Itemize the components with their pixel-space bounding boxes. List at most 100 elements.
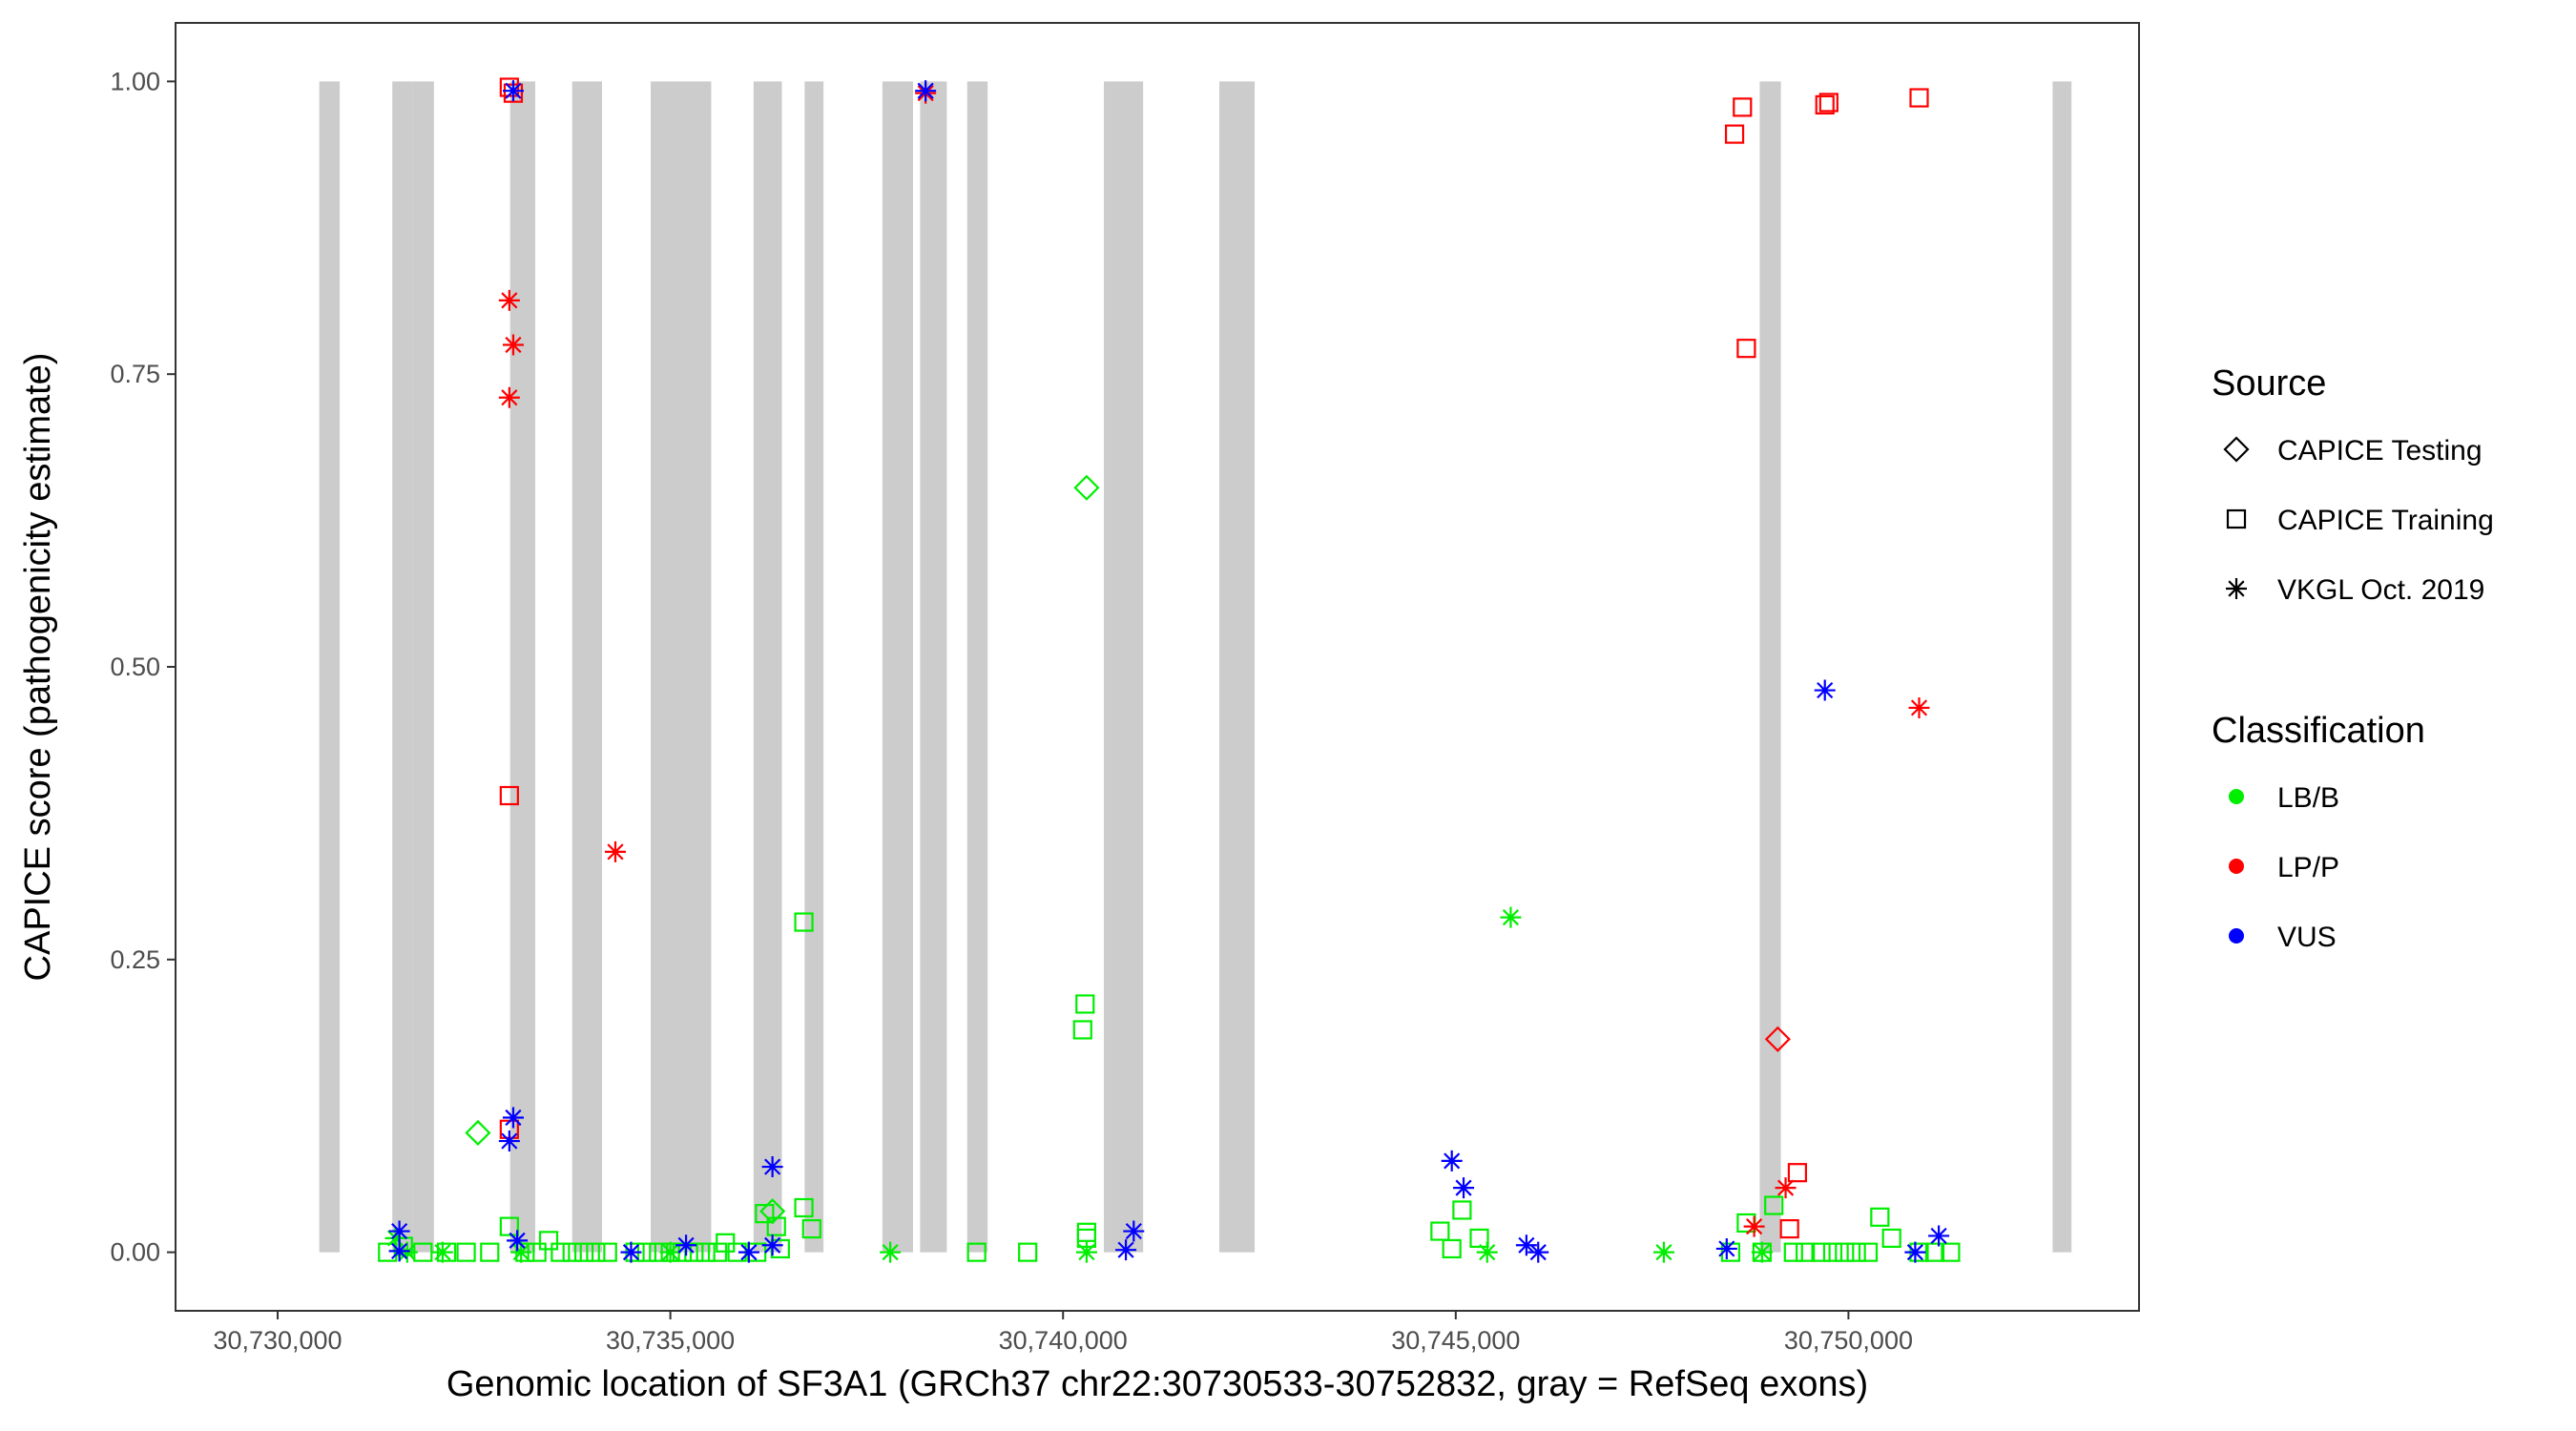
- data-point: [1751, 1241, 1773, 1263]
- data-point: [755, 1204, 775, 1224]
- x-axis-title: Genomic location of SF3A1 (GRCh37 chr22:…: [447, 1364, 1868, 1404]
- data-point: [1908, 696, 1930, 718]
- legend-key-dot: [2229, 928, 2244, 944]
- data-point: [1764, 1195, 1784, 1215]
- data-point: [737, 1241, 759, 1263]
- data-point: [1870, 1207, 1890, 1227]
- data-point: [1743, 1215, 1765, 1237]
- data-point: [538, 1231, 559, 1251]
- data-point: [499, 785, 519, 806]
- data-point: [1452, 1200, 1472, 1220]
- data-point: [510, 1241, 532, 1263]
- exon-band: [920, 81, 947, 1253]
- y-tick-label: 0.50: [110, 653, 160, 681]
- data-point: [1430, 1221, 1450, 1241]
- data-point: [1075, 994, 1095, 1014]
- x-tick-label: 30,735,000: [606, 1326, 735, 1355]
- data-point: [480, 1242, 500, 1262]
- legend-key-dot: [2229, 789, 2244, 804]
- exon-band: [753, 81, 782, 1253]
- exon-band: [392, 81, 413, 1253]
- exon-band: [571, 81, 602, 1253]
- x-tick-label: 30,730,000: [213, 1326, 342, 1355]
- data-point: [675, 1234, 697, 1256]
- exon-band: [1219, 81, 1256, 1253]
- exon-band: [412, 81, 434, 1253]
- data-point: [431, 1241, 453, 1263]
- data-point: [1123, 1220, 1145, 1242]
- data-point: [573, 1242, 594, 1262]
- data-point: [696, 1242, 716, 1262]
- legend-classification-keys: LB/B LP/P VUS: [2229, 782, 2339, 953]
- legend-key-diamond: [2223, 436, 2250, 463]
- legend-source: Source CAPICE Testing CAPICE Training VKGL…: [2212, 363, 2494, 606]
- data-point: [1858, 1242, 1879, 1262]
- legend-label: VKGL Oct. 2019: [2277, 574, 2484, 606]
- data-point: [620, 1241, 642, 1263]
- data-point: [1818, 93, 1839, 113]
- data-point: [1441, 1150, 1463, 1172]
- data-point: [1835, 1242, 1855, 1262]
- exon-band: [882, 81, 913, 1253]
- data-point: [551, 1242, 571, 1262]
- legend-label: CAPICE Testing: [2277, 435, 2483, 467]
- data-point: [1775, 1177, 1797, 1199]
- data-point: [1811, 1242, 1831, 1262]
- exon-band: [966, 81, 988, 1253]
- data-point: [1652, 1241, 1674, 1263]
- data-point: [502, 80, 524, 102]
- legend-label: LB/B: [2277, 782, 2339, 814]
- legend-key-square: [2226, 508, 2247, 529]
- data-point: [388, 1220, 410, 1242]
- data-point: [562, 1242, 582, 1262]
- data-point: [1442, 1238, 1462, 1259]
- data-point: [659, 1241, 681, 1263]
- legend-classification: Classification LB/B LP/P VUS: [2212, 711, 2425, 953]
- data-point: [498, 1130, 520, 1152]
- exon-band: [804, 81, 824, 1253]
- data-point: [880, 1241, 902, 1263]
- data-point: [1779, 1218, 1799, 1239]
- data-point: [1909, 88, 1929, 108]
- data-point: [1904, 1241, 1926, 1263]
- data-point: [915, 80, 937, 102]
- data-point: [502, 1107, 524, 1129]
- data-point: [1815, 94, 1835, 115]
- data-point: [1796, 1242, 1816, 1262]
- data-point: [1941, 1242, 1961, 1262]
- y-axis-title: CAPICE score (pathogenicity estimate): [18, 353, 58, 982]
- y-tick-label: 0.00: [110, 1238, 160, 1267]
- exon-band: [1759, 81, 1781, 1253]
- exon-band: [1104, 81, 1144, 1253]
- data-point: [1075, 1241, 1097, 1263]
- data-point: [456, 1242, 476, 1262]
- data-point: [1469, 1228, 1489, 1249]
- exon-band: [509, 81, 536, 1253]
- data-point: [1787, 1163, 1808, 1183]
- legend-key-dot: [2229, 859, 2244, 874]
- data-point: [499, 1216, 519, 1236]
- data-point: [498, 289, 520, 311]
- legend-key-asterisk: [2226, 578, 2247, 599]
- data-point: [507, 1230, 529, 1252]
- data-point: [801, 1218, 821, 1239]
- data-point: [396, 1241, 418, 1263]
- data-point: [1814, 679, 1836, 701]
- data-point: [1453, 1177, 1475, 1199]
- data-point: [1928, 1225, 1950, 1247]
- legend-label: VUS: [2277, 922, 2337, 953]
- data-point: [1846, 1242, 1866, 1262]
- data-point: [1527, 1241, 1549, 1263]
- exon-band: [319, 81, 341, 1253]
- data-point: [759, 1198, 786, 1225]
- data-point: [1881, 1228, 1901, 1249]
- y-tick-label: 1.00: [110, 67, 160, 95]
- exon-bands: [319, 81, 2072, 1253]
- x-tick-label: 30,740,000: [999, 1326, 1128, 1355]
- exon-band: [651, 81, 712, 1253]
- data-point: [502, 334, 524, 356]
- data-point: [1500, 906, 1522, 928]
- data-point: [1072, 1020, 1092, 1040]
